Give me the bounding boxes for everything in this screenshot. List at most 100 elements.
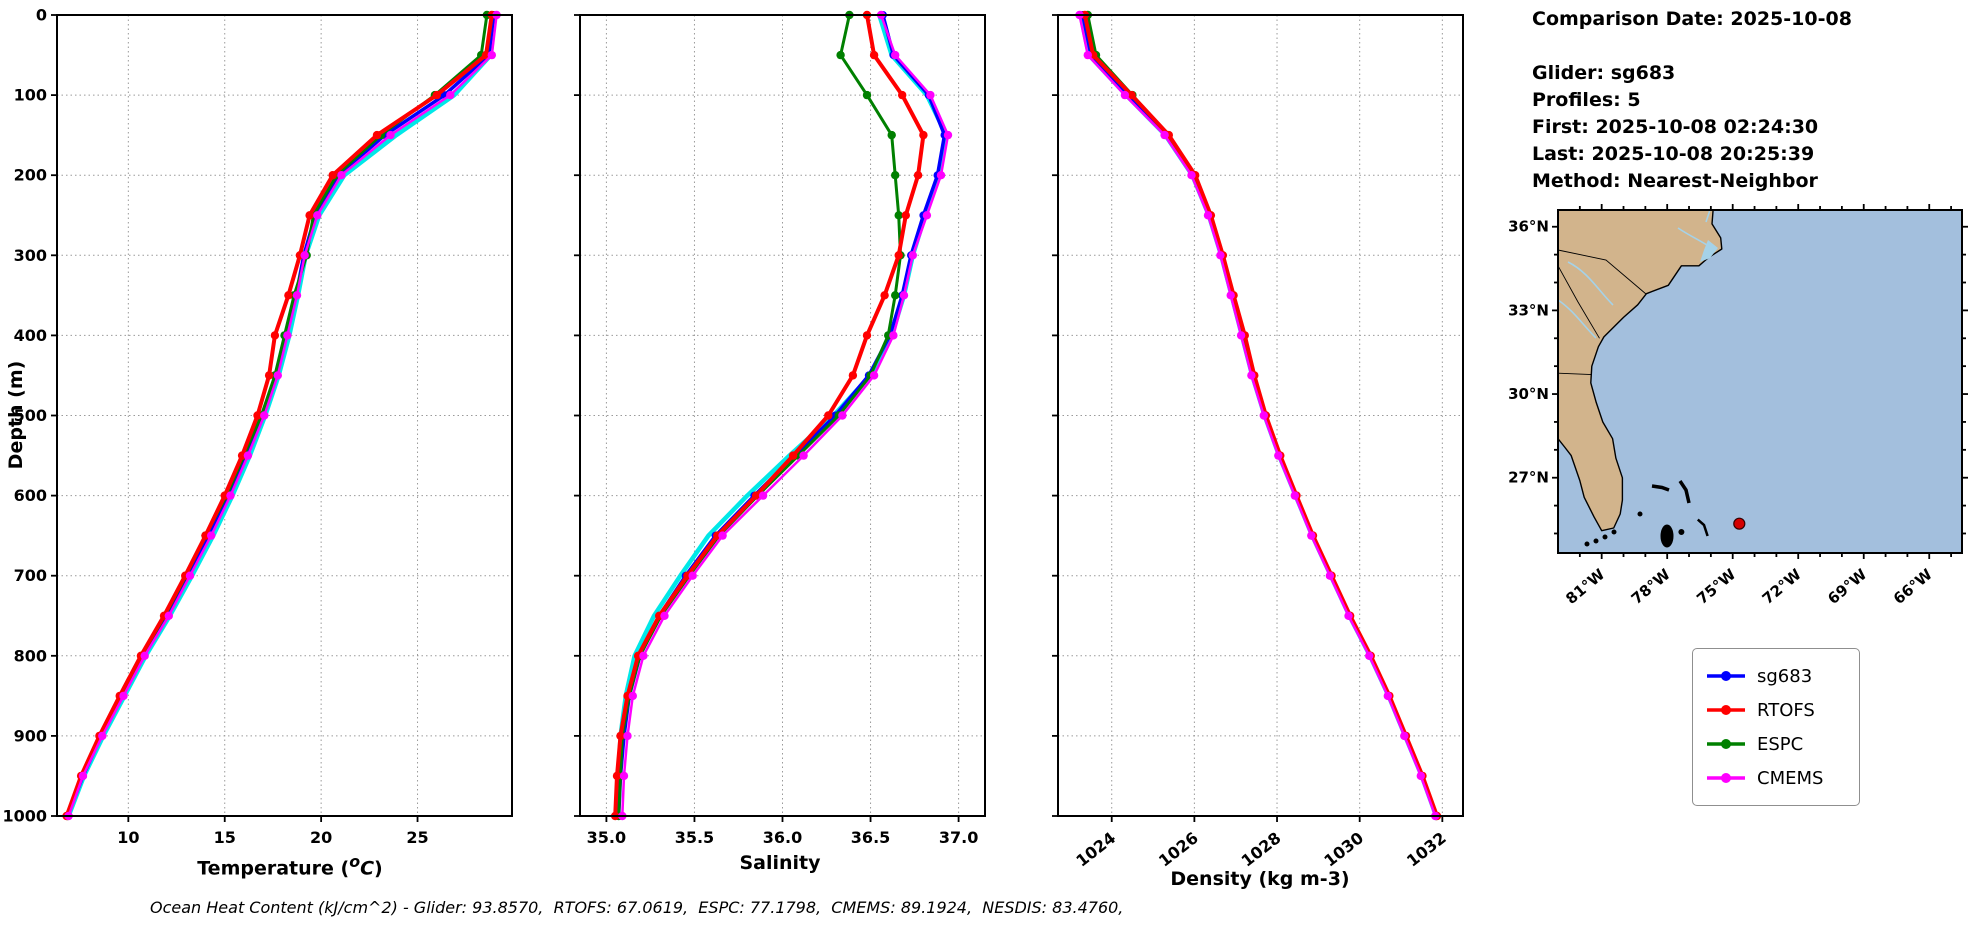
temperature-axis-label: Temperature (oC) (160, 852, 420, 879)
x-tick-label: 15 (214, 828, 236, 847)
temperature-profile-chart: 10 15 20 25 0 100 200 300 400 500 600 700 800 900 1000 (2, 6, 513, 847)
info-line: Last: 2025-10-08 20:25:39 (1532, 143, 1815, 165)
data-marker (253, 411, 262, 420)
data-marker (78, 771, 88, 781)
data-marker (619, 771, 629, 781)
y-tick-label: 800 (14, 646, 47, 665)
data-marker (718, 531, 727, 540)
map-lon-label: 69°W (1824, 565, 1870, 608)
density-axis-label: Density (kg m-3) (1170, 868, 1350, 890)
legend-item-sg683: sg683 (1705, 659, 1847, 693)
data-marker (237, 451, 247, 460)
data-marker (894, 211, 903, 220)
data-marker (891, 50, 900, 60)
legend-label: CMEMS (1757, 767, 1824, 789)
map-lat-label: 36°N (1508, 218, 1549, 236)
data-marker (836, 50, 845, 60)
data-marker (372, 130, 382, 140)
data-marker (432, 90, 441, 100)
data-marker (292, 291, 302, 300)
data-marker (688, 571, 697, 580)
x-tick-label: 25 (406, 828, 428, 847)
temperature-axis-label-sup: o (349, 852, 361, 871)
comparison-info-block: Comparison Date: 2025-10-08 Glider: sg683… (1532, 6, 1962, 195)
data-marker (207, 531, 216, 540)
data-marker (1400, 731, 1409, 741)
data-marker (260, 411, 269, 420)
ocean-heat-content-caption: Ocean Heat Content (kJ/cm^2) - Glider: 9… (150, 898, 1124, 917)
data-marker (313, 211, 322, 220)
data-marker (751, 491, 761, 500)
x-tick-label: 1032 (1403, 828, 1450, 870)
y-tick-label: 200 (14, 166, 47, 185)
temperature-axis-label-text: Temperature ( (197, 857, 350, 880)
map-lon-label: 75°W (1693, 565, 1739, 608)
data-marker (164, 611, 173, 620)
data-marker (270, 331, 280, 340)
data-marker (243, 451, 253, 460)
data-marker (1236, 331, 1246, 340)
x-tick-label: 1026 (1155, 828, 1202, 870)
x-tick-label: 1030 (1320, 828, 1367, 870)
map-state-borders (1557, 249, 1647, 376)
data-marker (1325, 571, 1335, 580)
temperature-axis-label-close: ) (374, 857, 383, 880)
data-marker (1290, 491, 1299, 500)
y-tick-label: 700 (14, 566, 47, 585)
data-marker (220, 491, 229, 500)
legend-line-sample (1707, 773, 1745, 783)
legend-line-sample (1707, 739, 1745, 749)
data-marker (386, 130, 395, 140)
data-marker (799, 451, 808, 460)
data-marker (1307, 531, 1316, 540)
legend-label: sg683 (1757, 665, 1813, 687)
map-lon-label: 78°W (1628, 565, 1674, 608)
map-lat-label: 30°N (1508, 385, 1549, 403)
data-marker (899, 291, 909, 300)
data-marker (612, 771, 622, 781)
data-marker (838, 411, 847, 420)
data-marker (869, 371, 879, 380)
data-marker (862, 331, 872, 340)
data-marker (273, 371, 282, 380)
info-line: Profiles: 5 (1532, 89, 1641, 111)
data-marker (300, 251, 309, 260)
data-marker (1226, 291, 1235, 300)
data-marker (880, 291, 889, 300)
x-tick-label: 1024 (1072, 828, 1119, 870)
y-tick-label: 400 (14, 326, 47, 345)
data-marker (1160, 130, 1169, 140)
x-tick-label: 36.0 (763, 828, 802, 847)
map-lon-label: 66°W (1890, 565, 1936, 608)
legend-item-cmems: CMEMS (1705, 761, 1847, 795)
map-lat-label: 27°N (1508, 469, 1549, 487)
data-marker (1247, 371, 1256, 380)
data-marker (926, 90, 935, 100)
legend: sg683 RTOFS ESPC CMEMS (1692, 648, 1860, 806)
data-marker (1187, 171, 1196, 180)
data-marker (226, 491, 235, 500)
data-marker (943, 130, 953, 140)
data-marker (487, 50, 496, 60)
data-marker (628, 691, 637, 701)
info-line (1532, 33, 1962, 60)
data-marker (1274, 451, 1283, 460)
data-marker (1203, 211, 1213, 220)
data-marker (446, 90, 455, 100)
info-line: First: 2025-10-08 02:24:30 (1532, 116, 1819, 138)
data-marker (284, 291, 293, 300)
data-marker (913, 171, 923, 180)
data-marker (869, 50, 879, 60)
legend-label: ESPC (1757, 733, 1804, 755)
data-marker (891, 171, 900, 180)
data-marker (1083, 50, 1092, 60)
y-tick-label: 600 (14, 486, 47, 505)
temperature-axis-label-unit: C (360, 857, 375, 880)
data-marker (824, 411, 833, 420)
y-tick-label: 0 (36, 6, 47, 25)
info-line: Method: Nearest-Neighbor (1532, 170, 1818, 192)
data-marker (1127, 90, 1136, 100)
legend-item-espc: ESPC (1705, 727, 1847, 761)
profile-line-ESPC (617, 13, 902, 818)
data-marker (1259, 411, 1268, 420)
